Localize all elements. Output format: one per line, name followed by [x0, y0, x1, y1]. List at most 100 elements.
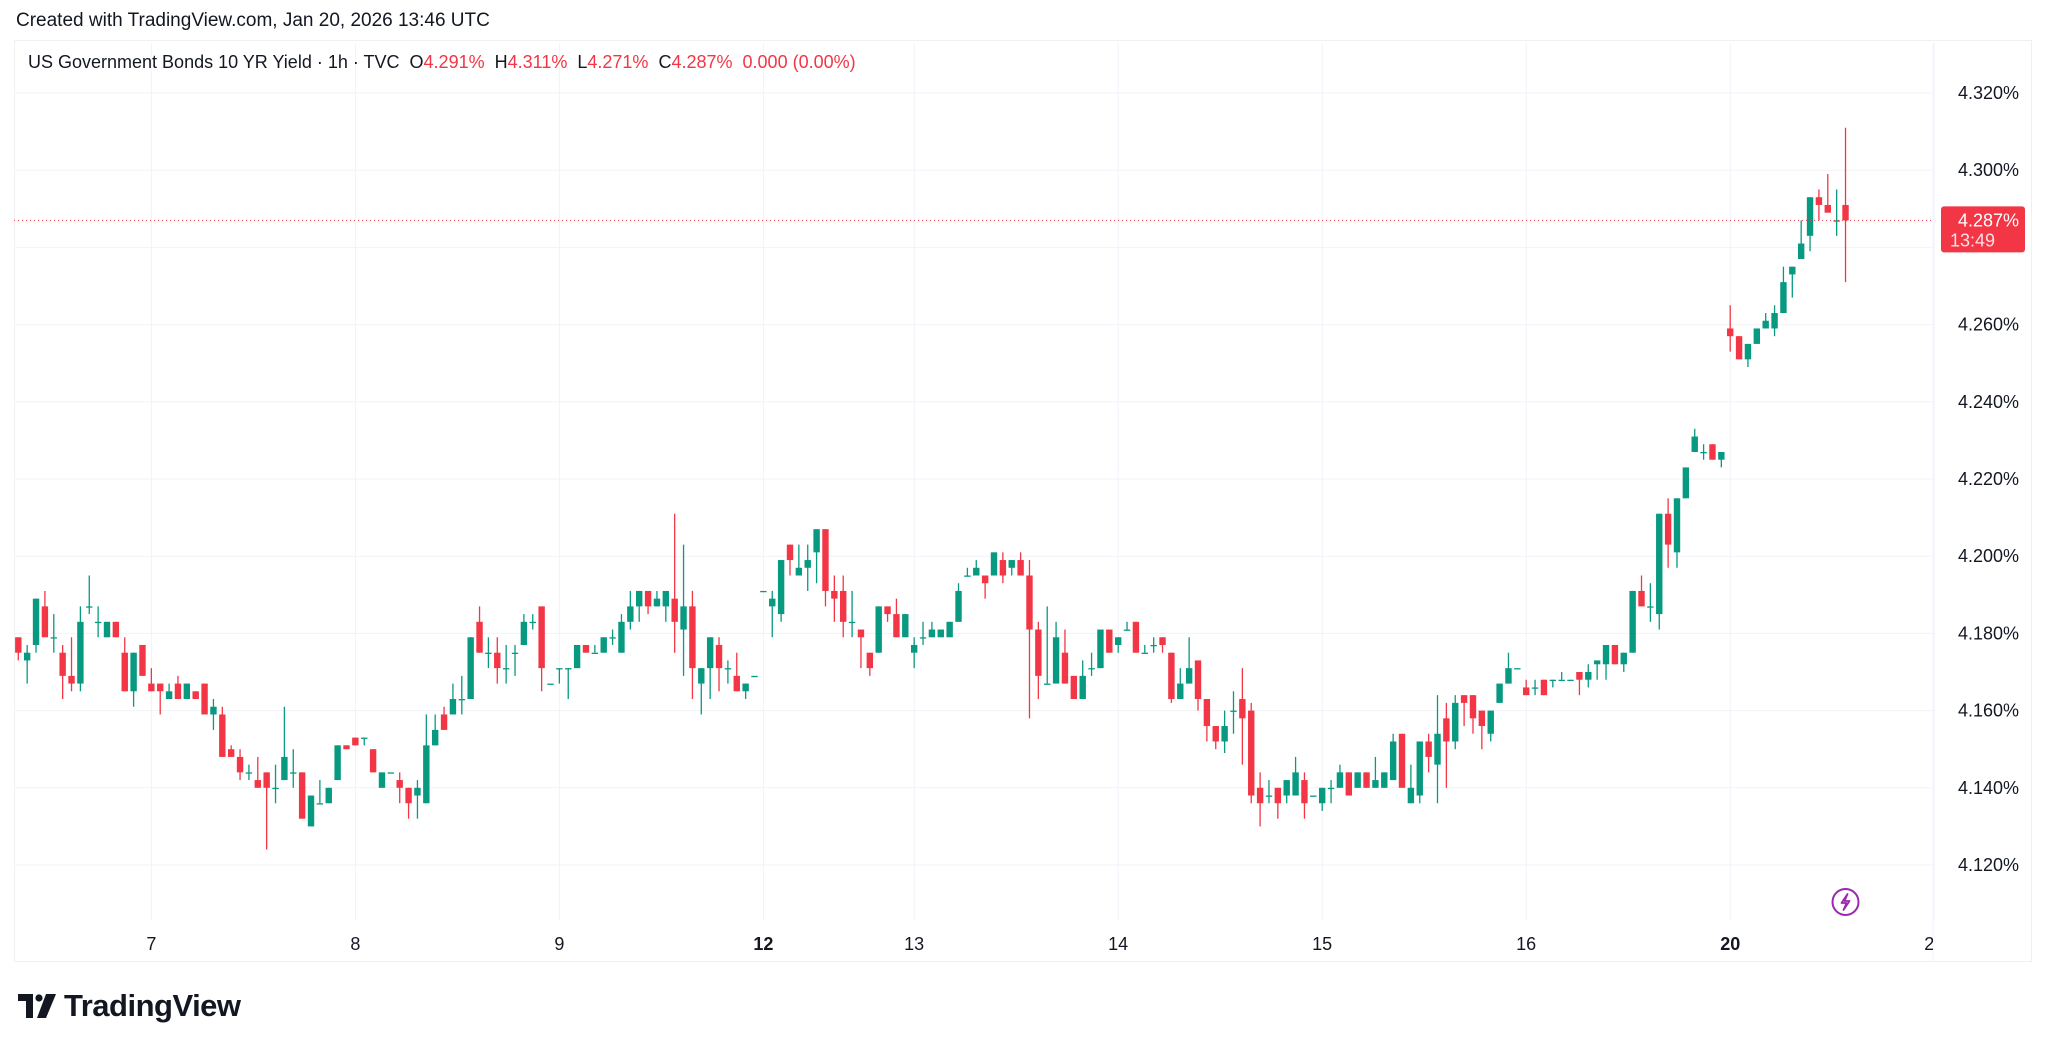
candle-body	[928, 629, 936, 638]
candle-body	[724, 668, 732, 670]
candle	[1398, 733, 1406, 788]
candle-body	[1771, 313, 1778, 329]
candle	[1531, 679, 1539, 696]
candle-body	[1727, 328, 1734, 337]
candle-body	[41, 606, 49, 638]
candle-body	[1629, 590, 1636, 653]
candle	[1088, 652, 1095, 676]
candle	[343, 745, 350, 750]
candle-body	[112, 621, 120, 638]
candle	[1700, 444, 1707, 460]
candle	[1044, 606, 1051, 685]
candle-body	[769, 598, 776, 607]
candle	[112, 621, 120, 638]
candle-body	[1505, 668, 1512, 684]
candle	[573, 644, 581, 669]
candle	[334, 745, 341, 781]
candle	[378, 772, 386, 788]
candle-body	[1638, 590, 1645, 607]
candle	[715, 637, 723, 692]
candle	[910, 637, 918, 669]
candle-body	[1398, 733, 1406, 788]
candle	[1292, 756, 1299, 796]
candle-body	[423, 745, 430, 804]
candle-body	[1088, 668, 1095, 670]
candle	[804, 544, 811, 591]
candle	[1593, 660, 1601, 680]
candle	[281, 706, 288, 781]
candle	[520, 614, 528, 645]
candle-body	[1097, 629, 1104, 669]
candle-body	[804, 560, 811, 568]
candle	[1806, 197, 1814, 252]
candle-body	[414, 787, 421, 796]
candle-body	[742, 683, 749, 692]
candle-body	[1443, 718, 1450, 742]
candle	[165, 683, 173, 700]
candle-body	[1318, 787, 1326, 804]
candle	[1070, 675, 1078, 700]
time-tick-label: 12	[753, 934, 773, 954]
candle-body	[937, 629, 944, 638]
candle-body	[573, 644, 581, 669]
candle-body	[857, 629, 865, 638]
candle	[902, 614, 909, 638]
price-tick-label: 4.160%	[1958, 701, 2019, 721]
bar-countdown: 13:49	[1950, 230, 1995, 250]
time-axis[interactable]: 7 8 9 12 13 14 15 16 20 21	[146, 934, 1944, 954]
candle	[618, 614, 625, 653]
candle-body	[1744, 343, 1752, 360]
candle-body	[1460, 695, 1468, 703]
candle-body	[1815, 197, 1823, 205]
candle-body	[520, 621, 528, 645]
candle	[529, 614, 536, 630]
candle	[1496, 683, 1503, 703]
open-value: 4.291%	[423, 52, 485, 72]
candle-body	[94, 621, 102, 624]
time-tick-label: 13	[904, 934, 924, 954]
candle-body	[1177, 683, 1184, 700]
last-price-badge: 4.287% 13:49	[1941, 206, 2025, 253]
candle	[1203, 699, 1211, 742]
candle-body	[1709, 444, 1716, 460]
chart-legend: US Government Bonds 10 YR Yield · 1h · T…	[28, 52, 856, 73]
candle-body	[1593, 660, 1601, 665]
candle-body	[751, 675, 758, 678]
candle-body	[1248, 710, 1255, 796]
candle	[502, 644, 510, 684]
candle	[458, 675, 465, 715]
candle	[840, 575, 847, 638]
candle	[1842, 127, 1849, 283]
candle	[236, 749, 244, 781]
price-axis[interactable]: 4.120% 4.140% 4.160% 4.180% 4.200% 4.220% 4.24…	[1958, 83, 2019, 875]
candle	[1540, 679, 1548, 696]
candle-body	[476, 621, 483, 653]
candle	[1283, 780, 1290, 804]
candle-body	[157, 683, 164, 692]
symbol-title[interactable]: US Government Bonds 10 YR Yield · 1h · T…	[28, 52, 400, 72]
candle	[1664, 498, 1672, 568]
candle	[174, 675, 182, 700]
candle	[1620, 652, 1627, 672]
candle-body	[1239, 699, 1246, 719]
candle	[1434, 695, 1441, 804]
candle	[1132, 621, 1140, 653]
candle-body	[1762, 320, 1769, 329]
tradingview-logo[interactable]: TradingView	[18, 988, 241, 1024]
price-tick-label: 4.240%	[1958, 392, 2019, 412]
candle	[1443, 702, 1450, 788]
candle	[857, 629, 865, 669]
candle-body	[1070, 675, 1078, 700]
candle-body	[334, 745, 341, 781]
candle-body	[86, 606, 93, 608]
candle	[1691, 428, 1698, 452]
candle-body	[343, 745, 350, 750]
lightning-icon[interactable]	[1831, 888, 1860, 916]
candle-body	[999, 560, 1007, 576]
candle	[431, 714, 439, 746]
candle	[1780, 266, 1787, 314]
candle-body	[1141, 652, 1148, 654]
candle-body	[1283, 780, 1290, 796]
candle-body	[1469, 695, 1477, 719]
